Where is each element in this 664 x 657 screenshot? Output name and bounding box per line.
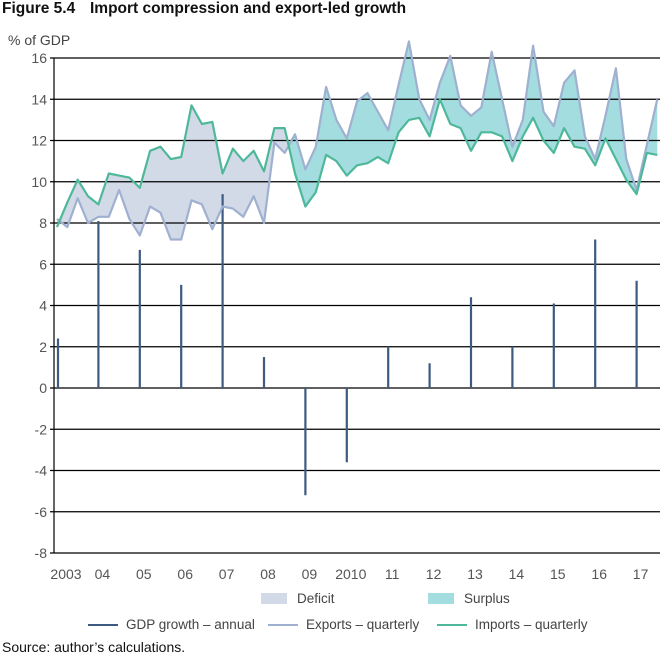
imports-line: [55, 98, 658, 228]
deficit-area: [59, 105, 289, 240]
y-tick-label: 8: [39, 215, 47, 231]
figure-number: Figure 5.4: [2, 0, 76, 17]
exports-line: [56, 40, 659, 241]
y-tick-label: 14: [31, 91, 47, 107]
y-tick-label: 12: [31, 133, 47, 149]
x-tick-label: 14: [509, 566, 525, 582]
legend-item-imports: Imports – quarterly: [437, 617, 588, 632]
legend-item-surplus: Surplus: [428, 591, 510, 606]
y-ticks: 16 14 12 10 8 6 4 2 0 -2 -4 -6 -8: [31, 50, 47, 561]
x-tick-label: 13: [467, 566, 483, 582]
x-tick-label: 04: [95, 566, 111, 582]
gdp-bars: [56, 194, 638, 496]
legend-lines: GDP growth – annual Exports – quarterly …: [0, 617, 664, 635]
y-tick-label: 6: [39, 256, 47, 272]
y-tick-label: -4: [35, 463, 48, 479]
legend-label-imports: Imports – quarterly: [475, 617, 588, 632]
deficit-swatch: [261, 593, 287, 604]
x-tick-label: 2003: [50, 566, 81, 582]
y-tick-label: 4: [39, 298, 47, 314]
y-tick-label: 0: [39, 380, 47, 396]
legend-label-gdp: GDP growth – annual: [126, 617, 255, 632]
legend-item-gdp: GDP growth – annual: [88, 617, 255, 632]
legend-label-exports: Exports – quarterly: [306, 617, 420, 632]
x-tick-label: 17: [633, 566, 649, 582]
series-lines: [55, 40, 659, 241]
x-tick-label: 15: [550, 566, 566, 582]
x-tick-label: 06: [177, 566, 193, 582]
source-note: Source: author’s calculations.: [2, 639, 186, 655]
figure-title-text: Import compression and export-led growth: [90, 0, 407, 17]
figure-title: Figure 5.4 Import compression and export-…: [2, 0, 406, 18]
x-tick-label: 07: [219, 566, 235, 582]
y-tick-label: -8: [35, 545, 48, 561]
legend-item-deficit: Deficit: [261, 591, 335, 606]
imports-line-swatch: [437, 623, 467, 626]
legend-fills: Deficit Surplus: [0, 591, 664, 609]
y-tick-label: -6: [35, 504, 48, 520]
x-tick-label: 11: [385, 566, 400, 582]
y-tick-label: 10: [31, 174, 47, 190]
gdp-line-swatch: [88, 623, 118, 626]
x-tick-label: 2010: [335, 566, 366, 582]
x-tick-label: 16: [591, 566, 607, 582]
y-tick-label: 2: [39, 339, 47, 355]
x-tick-label: 05: [136, 566, 152, 582]
x-ticks: 2003 04 05 06 07 08 09 2010 11 12 13 14 15 16 17: [50, 566, 648, 582]
y-tick-label: -2: [35, 421, 48, 437]
exports-line-swatch: [268, 623, 298, 626]
x-tick-label: 09: [302, 566, 318, 582]
y-tick-label: 16: [31, 50, 47, 66]
legend-label-deficit: Deficit: [297, 591, 335, 606]
legend-item-exports: Exports – quarterly: [268, 617, 419, 632]
surplus-swatch: [428, 593, 454, 604]
x-tick-label: 08: [260, 566, 276, 582]
gridlines: [50, 57, 660, 554]
y-axis-label: % of GDP: [8, 32, 71, 48]
legend-label-surplus: Surplus: [464, 591, 510, 606]
x-tick-label: 12: [426, 566, 442, 582]
